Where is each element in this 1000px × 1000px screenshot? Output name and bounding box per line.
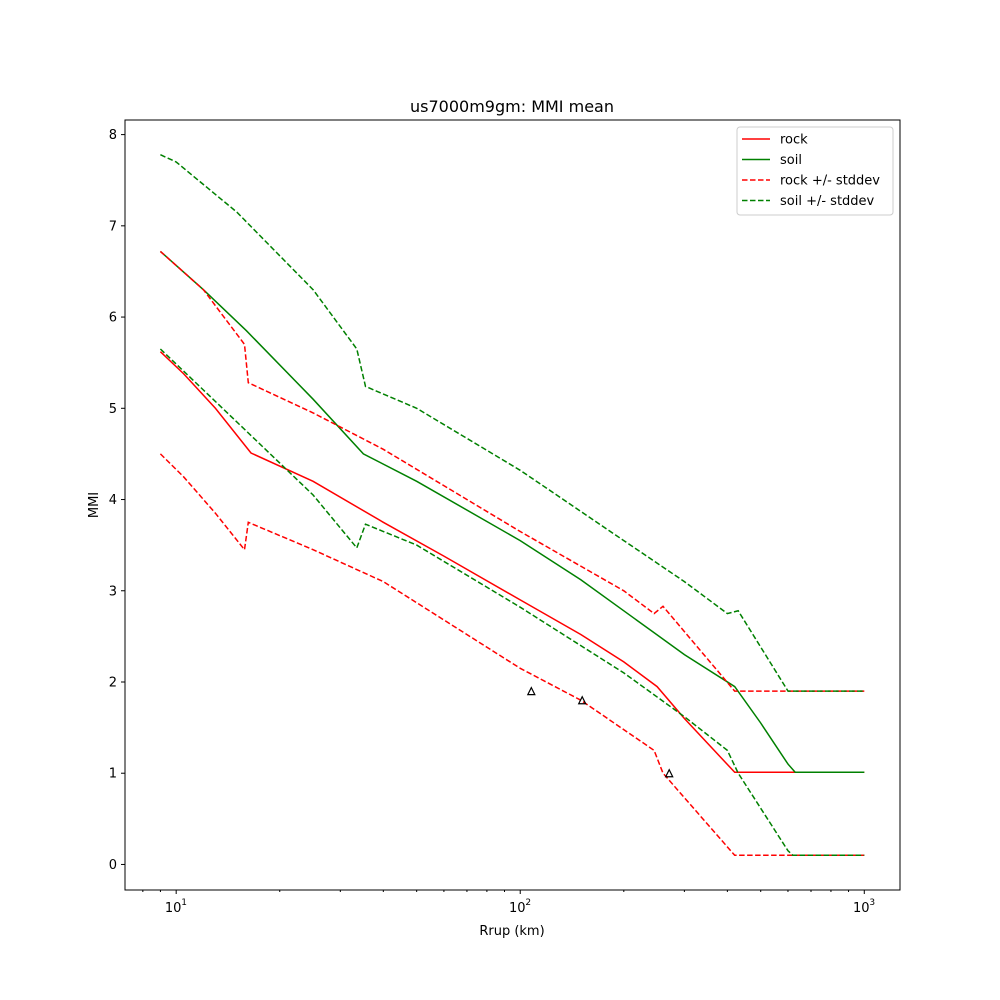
y-tick-label: 2 [109, 675, 117, 690]
x-tick-exponent: 1 [181, 898, 187, 908]
x-tick-exponent: 2 [525, 898, 531, 908]
y-axis-label: MMI [87, 492, 102, 518]
rock-stddev-line-1 [159, 453, 865, 857]
legend-label: rock +/- stddev [780, 174, 880, 189]
legend-label: soil [780, 153, 802, 168]
x-tick-label: 10 [509, 901, 526, 916]
y-tick-label: 0 [109, 858, 117, 873]
observation-marker [577, 695, 587, 705]
plot-frame [124, 119, 901, 891]
x-axis-label: Rrup (km) [479, 924, 544, 939]
y-tick-label: 8 [109, 128, 117, 143]
y-tick-label: 6 [109, 311, 117, 326]
x-tick-exponent: 3 [869, 898, 875, 908]
x-tick-label: 10 [853, 901, 870, 916]
rock-stddev-line-0 [159, 250, 865, 692]
y-tick-label: 3 [109, 584, 117, 599]
legend-label: rock [780, 133, 808, 148]
y-tick-label: 7 [109, 219, 117, 234]
y-tick-label: 4 [109, 493, 117, 508]
legend-box [736, 126, 894, 216]
soil-line-0 [159, 250, 865, 774]
chart-title: us7000m9gm: MMI mean [410, 97, 614, 116]
legend-label: soil +/- stddev [780, 194, 875, 209]
soil-stddev-line-0 [160, 154, 865, 692]
y-tick-label: 1 [109, 767, 117, 782]
observation-marker [526, 686, 536, 696]
observation-marker [664, 768, 674, 778]
soil-stddev-line-1 [159, 348, 865, 857]
legend: rock soil rock +/- stddev soil +/- stddev [736, 126, 894, 216]
y-tick-label: 5 [109, 402, 117, 417]
x-tick-label: 10 [165, 901, 182, 916]
